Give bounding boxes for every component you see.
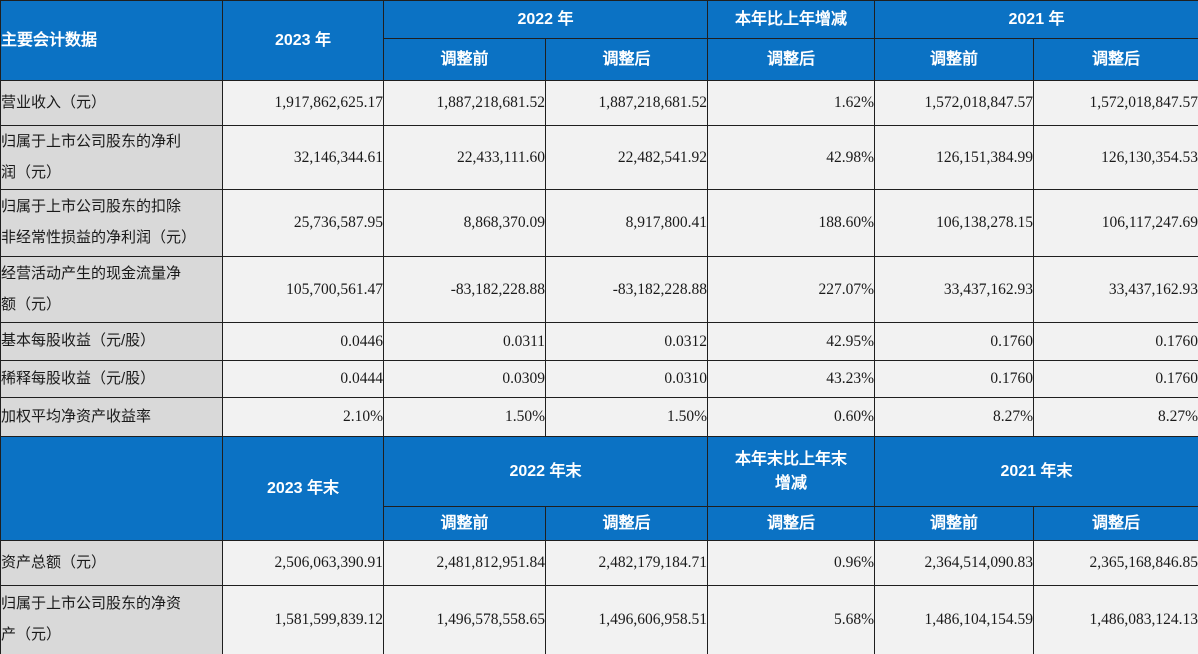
cell-value: 42.95%: [707, 322, 876, 361]
cell-value: 32,146,344.61: [222, 125, 384, 190]
cell-value: 22,482,541.92: [544, 125, 709, 190]
cell-value: 0.0444: [222, 360, 384, 398]
cell-value: 2,481,812,951.84: [383, 540, 546, 586]
table-row-net-assets: 归属于上市公司股东的净资 产（元） 1,581,599,839.12 1,496…: [0, 585, 1198, 654]
subheader-end-2021-after-adjust: 调整后: [1033, 506, 1198, 541]
table-row-net-profit-excl-nonrecurring: 归属于上市公司股东的扣除 非经常性损益的净利润（元） 25,736,587.95…: [0, 189, 1198, 257]
subheader-2021-before-adjust: 调整前: [874, 38, 1035, 81]
corner-header-empty: [0, 436, 223, 541]
cell-value: 1,581,599,839.12: [222, 585, 384, 654]
cell-value: 2.10%: [222, 397, 384, 437]
cell-value: 105,700,561.47: [222, 256, 384, 323]
cell-value: 0.0310: [544, 360, 709, 398]
row-label: 归属于上市公司股东的净利 润（元）: [0, 125, 223, 190]
subheader-end-2021-before-adjust: 调整前: [874, 506, 1035, 541]
cell-value: 188.60%: [707, 189, 876, 257]
subheader-end-2022-before-adjust: 调整前: [383, 506, 546, 541]
row-label: 资产总额（元）: [0, 540, 223, 586]
cell-value: 22,433,111.60: [383, 125, 546, 190]
table-row-basic-eps: 基本每股收益（元/股） 0.0446 0.0311 0.0312 42.95% …: [0, 322, 1198, 361]
subheader-end-change-after-adjust: 调整后: [707, 506, 876, 541]
cell-value: 126,151,384.99: [874, 125, 1035, 190]
cell-value: 1,917,862,625.17: [222, 80, 384, 126]
table-row-operating-revenue: 营业收入（元） 1,917,862,625.17 1,887,218,681.5…: [0, 80, 1198, 126]
cell-value: 2,482,179,184.71: [544, 540, 709, 586]
cell-value: 0.0309: [383, 360, 546, 398]
subheader-2021-after-adjust: 调整后: [1033, 38, 1198, 81]
cell-value: 1,496,578,558.65: [383, 585, 546, 654]
table-row-operating-cash-flow: 经营活动产生的现金流量净 额（元） 105,700,561.47 -83,182…: [0, 256, 1198, 323]
cell-value: 106,117,247.69: [1033, 189, 1198, 257]
cell-value: 1,572,018,847.57: [874, 80, 1035, 126]
cell-value: 1,486,104,154.59: [874, 585, 1035, 654]
cell-value: 0.0311: [383, 322, 546, 361]
cell-value: 0.1760: [1033, 360, 1198, 398]
cell-value: 0.1760: [1033, 322, 1198, 361]
table-row-net-profit: 归属于上市公司股东的净利 润（元） 32,146,344.61 22,433,1…: [0, 125, 1198, 190]
cell-value: 2,365,168,846.85: [1033, 540, 1198, 586]
row-label: 归属于上市公司股东的净资 产（元）: [0, 585, 223, 654]
cell-value: 5.68%: [707, 585, 876, 654]
cell-value: 33,437,162.93: [1033, 256, 1198, 323]
row-label: 加权平均净资产收益率: [0, 397, 223, 437]
cell-value: 25,736,587.95: [222, 189, 384, 257]
cell-value: 0.1760: [874, 322, 1035, 361]
cell-value: 33,437,162.93: [874, 256, 1035, 323]
header-yoy-change: 本年比上年增减: [707, 0, 876, 39]
cell-value: 1,572,018,847.57: [1033, 80, 1198, 126]
cell-value: 8,868,370.09: [383, 189, 546, 257]
cell-value: 1,887,218,681.52: [383, 80, 546, 126]
header-year-2023: 2023 年: [222, 0, 384, 81]
row-label: 基本每股收益（元/股）: [0, 322, 223, 361]
cell-value: 1,496,606,958.51: [544, 585, 709, 654]
header-year-2022: 2022 年: [382, 0, 709, 39]
cell-value: 8,917,800.41: [544, 189, 709, 257]
table-row-diluted-eps: 稀释每股收益（元/股） 0.0444 0.0309 0.0310 43.23% …: [0, 360, 1198, 398]
header-year-2021: 2021 年: [874, 0, 1198, 39]
header-end-2021: 2021 年末: [874, 436, 1198, 507]
table-row-weighted-avg-roe: 加权平均净资产收益率 2.10% 1.50% 1.50% 0.60% 8.27%…: [0, 397, 1198, 437]
table-row-total-assets: 资产总额（元） 2,506,063,390.91 2,481,812,951.8…: [0, 540, 1198, 586]
cell-value: 2,506,063,390.91: [222, 540, 384, 586]
subheader-end-2022-after-adjust: 调整后: [544, 506, 709, 541]
cell-value: 0.96%: [707, 540, 876, 586]
cell-value: 1,486,083,124.13: [1033, 585, 1198, 654]
header-end-2023: 2023 年末: [222, 436, 384, 541]
cell-value: 1,887,218,681.52: [544, 80, 709, 126]
cell-value: 1.50%: [544, 397, 709, 437]
row-label: 营业收入（元）: [0, 80, 223, 126]
row-label: 稀释每股收益（元/股）: [0, 360, 223, 398]
subheader-2022-after-adjust: 调整后: [544, 38, 709, 81]
cell-value: 0.60%: [707, 397, 876, 437]
cell-value: 126,130,354.53: [1033, 125, 1198, 190]
row-label: 归属于上市公司股东的扣除 非经常性损益的净利润（元）: [0, 189, 223, 257]
subheader-2022-before-adjust: 调整前: [383, 38, 546, 81]
header-end-2022: 2022 年末: [382, 436, 709, 507]
cell-value: 106,138,278.15: [874, 189, 1035, 257]
row-label: 经营活动产生的现金流量净 额（元）: [0, 256, 223, 323]
cell-value: 1.62%: [707, 80, 876, 126]
cell-value: 0.0312: [544, 322, 709, 361]
cell-value: 227.07%: [707, 256, 876, 323]
cell-value: 8.27%: [874, 397, 1035, 437]
subheader-change-after-adjust: 调整后: [707, 38, 876, 81]
cell-value: -83,182,228.88: [544, 256, 709, 323]
cell-value: 43.23%: [707, 360, 876, 398]
cell-value: 42.98%: [707, 125, 876, 190]
cell-value: 1.50%: [383, 397, 546, 437]
cell-value: 2,364,514,090.83: [874, 540, 1035, 586]
header-yoy-end-change: 本年末比上年末 增减: [707, 436, 876, 507]
cell-value: 0.0446: [222, 322, 384, 361]
cell-value: 8.27%: [1033, 397, 1198, 437]
cell-value: 0.1760: [874, 360, 1035, 398]
corner-header-main-accounting-data: 主要会计数据: [0, 0, 223, 81]
cell-value: -83,182,228.88: [383, 256, 546, 323]
